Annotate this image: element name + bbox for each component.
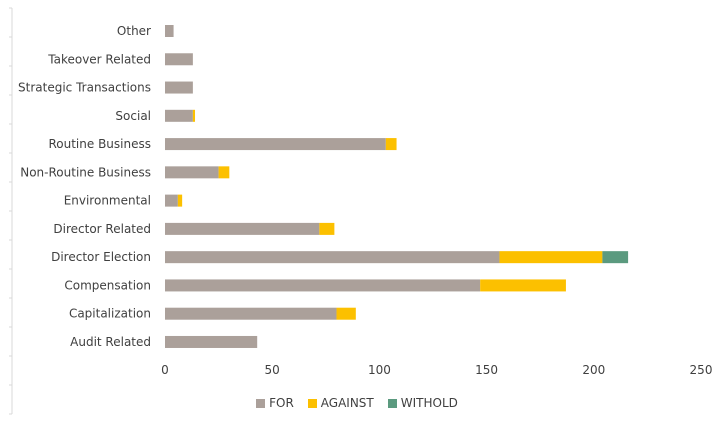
bar-against-compensation xyxy=(480,279,566,292)
legend-swatch-for xyxy=(256,398,266,408)
legend-label-for: FOR xyxy=(269,396,294,410)
bar-for-social xyxy=(165,109,193,122)
legend-swatch-against xyxy=(307,398,317,408)
bar-for-takeover-related xyxy=(165,53,193,66)
bar-for-strategic-transactions xyxy=(165,81,193,94)
bar-for-other xyxy=(165,25,174,37)
category-label: Audit Related xyxy=(70,335,151,349)
bar-against-environmental xyxy=(177,194,183,207)
bar-against-routine-business xyxy=(385,138,397,151)
category-label: Non-Routine Business xyxy=(20,165,151,179)
category-label: Capitalization xyxy=(69,307,151,321)
bar-for-non-routine-business xyxy=(165,166,219,179)
x-tick-label: 200 xyxy=(582,363,605,377)
x-tick-label: 0 xyxy=(161,363,169,377)
category-label: Director Election xyxy=(51,250,151,264)
x-tick-label: 100 xyxy=(368,363,391,377)
category-label: Director Related xyxy=(53,222,151,236)
category-label: Routine Business xyxy=(48,137,151,151)
bar-for-director-related xyxy=(165,222,320,235)
category-label: Environmental xyxy=(64,194,151,208)
category-labels-layer: Other Takeover Related Strategic Transacti… xyxy=(18,24,151,349)
legend-label-withold: WITHOLD xyxy=(400,396,458,410)
legend-item-against: AGAINST xyxy=(307,396,374,410)
bar-for-audit-related xyxy=(165,335,258,348)
x-tick-label: 150 xyxy=(475,363,498,377)
bar-for-capitalization xyxy=(165,307,337,320)
legend: FOR AGAINST WITHOLD xyxy=(0,394,714,412)
legend-swatch-withold xyxy=(387,398,397,408)
bar-for-director-election xyxy=(165,251,500,264)
legend-label-against: AGAINST xyxy=(320,396,374,410)
legend-item-for: FOR xyxy=(256,396,294,410)
category-label: Social xyxy=(115,109,151,123)
bar-against-director-related xyxy=(319,222,335,235)
bar-against-capitalization xyxy=(336,307,356,320)
x-tick-label: 50 xyxy=(265,363,280,377)
x-tick-labels-layer: 0 50 100 150 200 250 xyxy=(161,363,712,377)
category-label: Takeover Related xyxy=(47,52,151,66)
category-label: Other xyxy=(117,24,151,38)
bar-against-social xyxy=(192,109,196,122)
bar-for-environmental xyxy=(165,194,178,207)
x-tick-label: 250 xyxy=(690,363,713,377)
legend-item-withold: WITHOLD xyxy=(387,396,458,410)
category-label: Compensation xyxy=(64,278,151,292)
left-axis-layer xyxy=(9,7,13,415)
bar-for-routine-business xyxy=(165,138,386,151)
bar-for-compensation xyxy=(165,279,481,292)
bar-against-non-routine-business xyxy=(218,166,230,179)
bars-layer xyxy=(165,25,629,348)
bar-withold-director-election xyxy=(602,251,629,264)
category-label: Strategic Transactions xyxy=(18,81,151,95)
bar-against-director-election xyxy=(499,251,603,264)
